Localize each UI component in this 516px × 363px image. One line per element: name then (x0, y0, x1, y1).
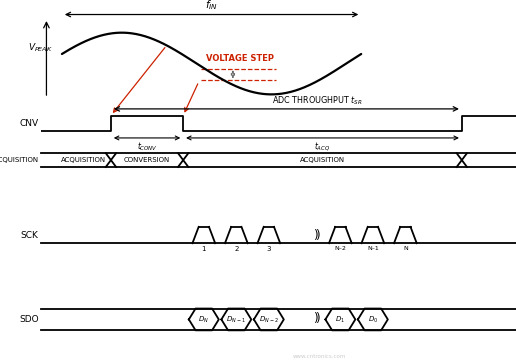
Text: SCK: SCK (21, 231, 39, 240)
Text: ACQUISITION: ACQUISITION (0, 157, 39, 163)
Text: $D_0$: $D_0$ (368, 314, 378, 325)
Text: $D_{N-1}$: $D_{N-1}$ (227, 314, 246, 325)
Text: ACQUISITION: ACQUISITION (61, 157, 106, 163)
Text: CONVERSION: CONVERSION (124, 157, 170, 163)
Text: 3: 3 (267, 246, 271, 252)
Text: $t_{CONV}$: $t_{CONV}$ (137, 140, 157, 152)
Text: ADC THROUGHPUT $t_{SR}$: ADC THROUGHPUT $t_{SR}$ (272, 94, 363, 107)
Text: $t_{ACQ}$: $t_{ACQ}$ (314, 140, 331, 153)
Text: SDO: SDO (19, 315, 39, 324)
Text: $D_1$: $D_1$ (335, 314, 345, 325)
Text: $D_{N-2}$: $D_{N-2}$ (259, 314, 279, 325)
Text: N–1: N–1 (367, 246, 379, 251)
Text: www.cntronics.com: www.cntronics.com (293, 354, 347, 359)
Text: CNV: CNV (20, 119, 39, 128)
Text: $\mathit{\mathsf{)}\!\mathsf{)}}$: $\mathit{\mathsf{)}\!\mathsf{)}}$ (313, 227, 322, 242)
Text: 2: 2 (234, 246, 238, 252)
Text: $D_N$: $D_N$ (198, 314, 209, 325)
Text: ACQUISITION: ACQUISITION (300, 157, 345, 163)
Text: $\mathit{\mathsf{)}\!\mathsf{)}}$: $\mathit{\mathsf{)}\!\mathsf{)}}$ (313, 310, 322, 325)
Text: VOLTAGE STEP: VOLTAGE STEP (206, 54, 274, 62)
Text: N–2: N–2 (334, 246, 346, 251)
Text: N: N (403, 246, 408, 251)
Text: $V_{PEAK}$: $V_{PEAK}$ (28, 42, 53, 54)
Text: 1: 1 (202, 246, 206, 252)
Text: $f_{IN}$: $f_{IN}$ (205, 0, 218, 12)
